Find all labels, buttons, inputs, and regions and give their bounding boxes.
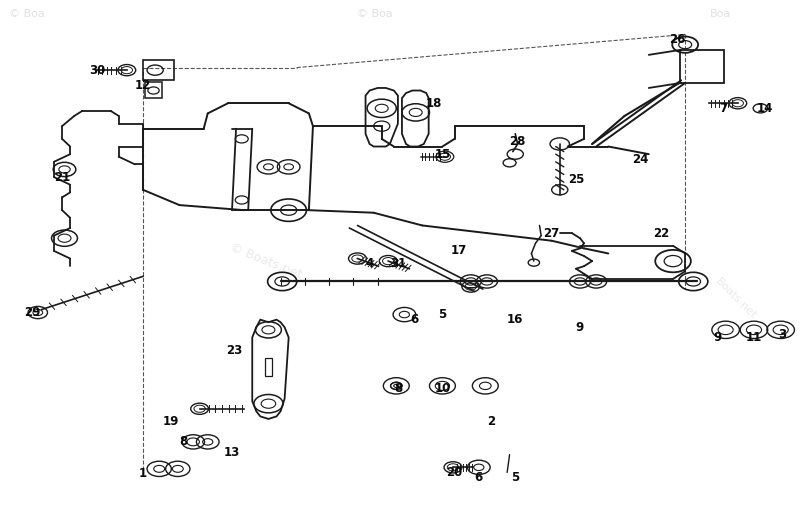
Text: 1: 1 bbox=[139, 467, 147, 480]
Text: 23: 23 bbox=[226, 344, 242, 357]
Text: 27: 27 bbox=[543, 227, 559, 240]
Text: 20: 20 bbox=[446, 466, 462, 479]
Bar bbox=[679, 50, 723, 83]
Text: 16: 16 bbox=[506, 313, 523, 326]
Text: 29: 29 bbox=[24, 306, 41, 318]
Text: © Boa: © Boa bbox=[10, 9, 45, 19]
Text: 4: 4 bbox=[365, 257, 373, 270]
Text: 30: 30 bbox=[88, 63, 105, 77]
Text: 12: 12 bbox=[135, 79, 151, 92]
Text: 22: 22 bbox=[652, 227, 668, 240]
Text: 5: 5 bbox=[438, 308, 446, 321]
Text: 6: 6 bbox=[474, 471, 483, 484]
Text: 11: 11 bbox=[745, 331, 762, 344]
Text: 18: 18 bbox=[426, 97, 442, 110]
Text: 10: 10 bbox=[435, 382, 451, 395]
Text: 9: 9 bbox=[575, 321, 583, 334]
Text: Boats.net: Boats.net bbox=[713, 276, 757, 321]
Text: 31: 31 bbox=[389, 257, 406, 270]
Text: 15: 15 bbox=[434, 147, 450, 161]
Text: © Boats.net: © Boats.net bbox=[228, 241, 303, 282]
Text: 28: 28 bbox=[508, 135, 526, 148]
Bar bbox=[143, 60, 174, 80]
Bar bbox=[144, 82, 162, 98]
Text: 2: 2 bbox=[487, 415, 495, 428]
Text: 6: 6 bbox=[410, 313, 418, 326]
Text: 17: 17 bbox=[450, 244, 466, 258]
Text: 14: 14 bbox=[756, 102, 773, 115]
Text: 7: 7 bbox=[719, 102, 727, 115]
Text: Boa: Boa bbox=[709, 9, 730, 19]
Text: 26: 26 bbox=[668, 33, 684, 46]
Text: 24: 24 bbox=[632, 153, 648, 166]
Text: 13: 13 bbox=[224, 445, 240, 459]
Text: 19: 19 bbox=[163, 415, 179, 428]
Text: 5: 5 bbox=[510, 471, 519, 484]
Text: © Boa: © Boa bbox=[357, 9, 393, 19]
Text: 9: 9 bbox=[713, 331, 721, 344]
Text: 3: 3 bbox=[777, 328, 785, 342]
Text: 8: 8 bbox=[393, 382, 401, 395]
Text: 25: 25 bbox=[567, 173, 583, 186]
Text: 8: 8 bbox=[179, 435, 187, 449]
Text: 21: 21 bbox=[54, 170, 70, 184]
